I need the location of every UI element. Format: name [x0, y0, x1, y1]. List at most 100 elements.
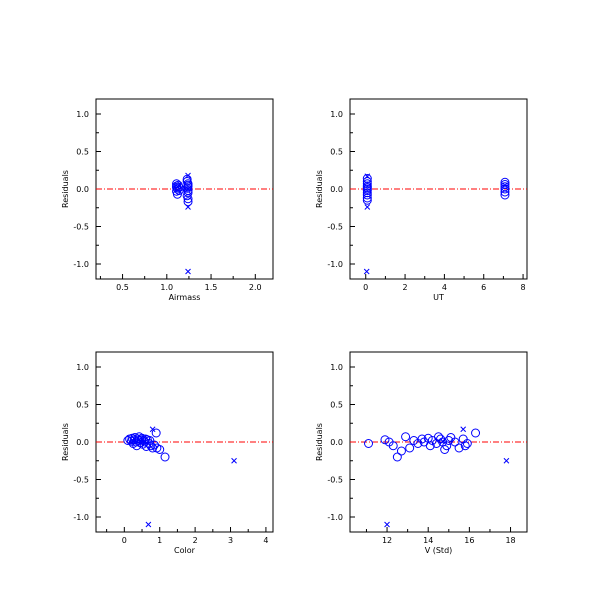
y-axis-label: Residuals: [61, 170, 70, 208]
y-tick-label: 0.0: [76, 185, 89, 194]
data-point-circle: [183, 194, 193, 204]
x-tick-label: 4: [263, 536, 268, 545]
x-tick-label: 4: [442, 283, 447, 292]
data-point-x: [174, 183, 181, 190]
data-point-circle: [183, 182, 193, 192]
data-point-circle: [444, 436, 454, 445]
y-tick-label: 1.0: [330, 363, 343, 372]
data-point-circle: [500, 177, 510, 187]
data-point-x: [439, 438, 446, 445]
y-tick-label: 0.5: [330, 401, 343, 410]
y-tick-label: -0.5: [73, 476, 89, 485]
x-axis-label: Airmass: [169, 293, 201, 302]
data-point-x: [460, 426, 467, 433]
data-point-circle: [450, 437, 460, 447]
y-axis-label: Residuals: [315, 170, 324, 208]
data-point-x: [185, 268, 191, 275]
data-point-x: [139, 439, 145, 445]
data-point-x: [364, 173, 371, 180]
y-tick-label: 0.5: [76, 401, 89, 410]
data-point-x: [502, 182, 508, 189]
y-tick-label: 0.0: [330, 438, 343, 447]
data-point-circle: [388, 441, 398, 451]
data-point-circle: [462, 439, 472, 448]
data-point-circle: [151, 428, 161, 438]
x-tick-label: 1.5: [205, 283, 218, 292]
y-tick-label: 0.0: [330, 185, 343, 194]
chart-panel-4: -1.0 -0.5 0.0 0.5 1.0 12 14 16 18 V (Std) Residual…: [315, 351, 528, 555]
x-tick-label: 0: [122, 536, 127, 545]
x-tick-label: 3: [228, 536, 233, 545]
x-axis-label: V (Std): [425, 546, 453, 555]
x-axis-label: UT: [433, 293, 444, 302]
y-tick-label: -1.0: [73, 513, 89, 522]
chart-panel-3: -1.0 -0.5 0.0 0.5 1.0 0 1 2 3 4 Color Residuals: [61, 351, 274, 555]
y-axis-label: Residuals: [61, 423, 70, 461]
data-point-circle: [392, 452, 402, 462]
data-point-circle: [362, 195, 372, 205]
x-tick-label: 0.5: [116, 283, 129, 292]
y-tick-label: 0.0: [76, 438, 89, 447]
data-point-circle: [362, 190, 372, 200]
y-tick-label: -1.0: [327, 260, 343, 269]
y-tick-label: -0.5: [73, 223, 89, 232]
data-point-x: [145, 521, 152, 528]
chart-panel-1: -1.0 -0.5 0.0 0.5 1.0 0.5 1.0 1.5 2.0 Airmass Resi…: [61, 98, 274, 302]
x-axis-label: Color: [174, 546, 196, 555]
data-point-circle: [183, 197, 193, 207]
y-tick-label: 1.0: [76, 363, 89, 372]
x-tick-label: 2: [403, 283, 408, 292]
data-point-circle: [471, 428, 481, 438]
y-axis-label: Residuals: [315, 423, 324, 461]
data-point-circle: [139, 436, 149, 445]
data-point-circle: [160, 452, 170, 462]
y-tick-label: 0.5: [330, 148, 343, 157]
x-tick-label: 1: [157, 536, 162, 545]
y-tick-label: -0.5: [327, 476, 343, 485]
data-point-circle: [405, 443, 415, 453]
data-point-circle: [442, 441, 452, 451]
x-tick-label: 16: [464, 536, 474, 545]
data-point-x: [185, 186, 191, 192]
y-tick-label: 0.5: [76, 148, 89, 157]
x-tick-label: 12: [382, 536, 392, 545]
x-tick-label: 14: [423, 536, 433, 545]
x-tick-label: 18: [505, 536, 515, 545]
data-point-x: [231, 457, 237, 464]
x-tick-label: 2.0: [249, 283, 262, 292]
data-point-circle: [364, 439, 374, 448]
data-point-x: [363, 268, 370, 275]
x-tick-label: 0: [363, 283, 368, 292]
data-point-circle: [149, 440, 159, 450]
data-point-circle: [401, 432, 411, 442]
chart-panel-2: -1.0 -0.5 0.0 0.5 1.0 0 2 4 6 8 UT Residuals: [315, 98, 528, 302]
data-point-circle: [500, 187, 510, 197]
y-tick-label: -1.0: [327, 513, 343, 522]
data-point-circle: [146, 441, 156, 451]
data-point-x: [384, 521, 390, 528]
x-tick-label: 2: [193, 536, 198, 545]
data-point-x: [185, 172, 191, 179]
data-point-circle: [362, 193, 372, 203]
x-tick-label: 1.0: [160, 283, 173, 292]
y-tick-label: -1.0: [73, 260, 89, 269]
data-point-x: [130, 439, 137, 445]
data-point-x: [185, 204, 191, 210]
data-point-circle: [172, 183, 182, 192]
y-tick-label: -0.5: [327, 223, 343, 232]
data-point-circle: [396, 446, 406, 456]
data-point-circle: [417, 434, 427, 444]
x-tick-label: 6: [481, 283, 486, 292]
data-point-circle: [145, 436, 155, 445]
x-tick-label: 8: [521, 283, 526, 292]
data-point-circle: [425, 441, 435, 451]
data-point-x: [503, 457, 510, 464]
data-point-x: [149, 426, 156, 433]
y-tick-label: 1.0: [76, 110, 89, 119]
data-point-circle: [500, 190, 510, 200]
data-point-circle: [155, 445, 165, 454]
data-point-circle: [174, 186, 184, 195]
data-point-circle: [454, 443, 464, 453]
data-point-circle: [362, 179, 372, 189]
